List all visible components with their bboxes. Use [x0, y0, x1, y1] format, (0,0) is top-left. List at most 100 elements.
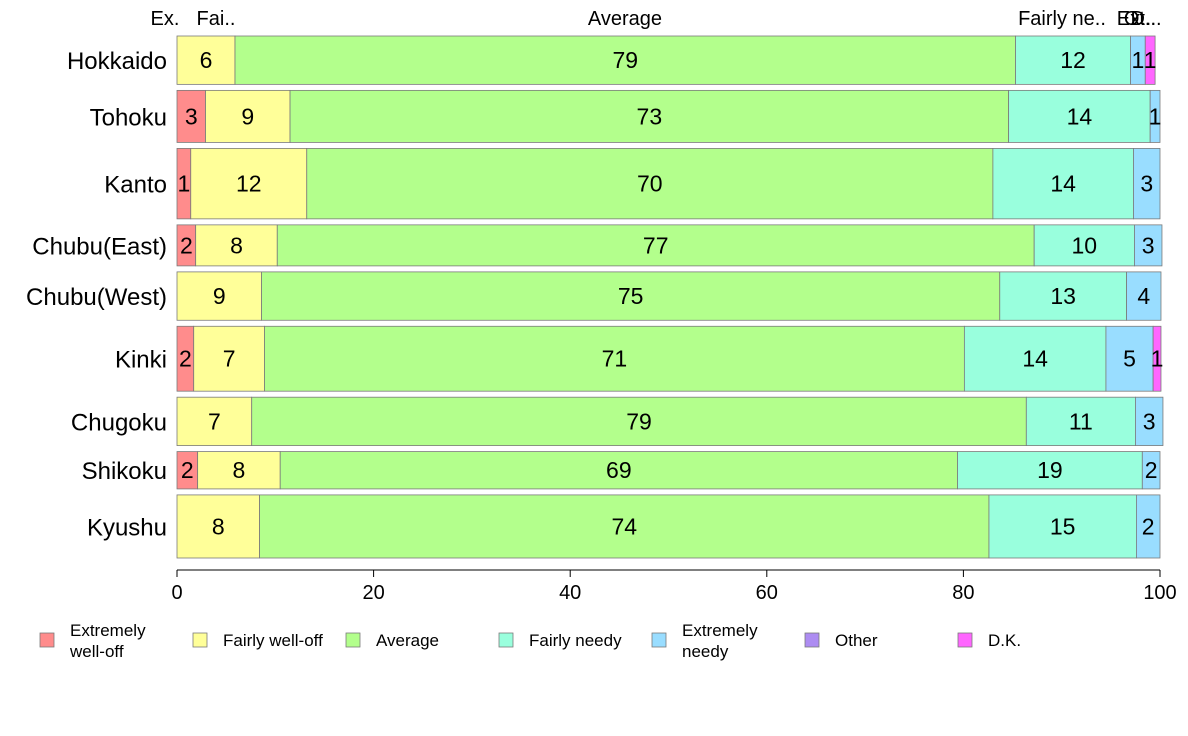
- data-label: 77: [643, 232, 669, 258]
- region-label: Kanto: [104, 172, 167, 199]
- bar-segment: [279, 451, 958, 490]
- data-label: 13: [1050, 283, 1076, 309]
- data-label: 9: [213, 283, 226, 309]
- bar-segment: [1134, 224, 1163, 267]
- legend-item: Other: [804, 631, 878, 650]
- data-label: 3: [1142, 232, 1155, 258]
- legend-item: D.K.: [957, 631, 1021, 650]
- region-label: Kyushu: [87, 514, 167, 541]
- data-label: 4: [1137, 283, 1150, 309]
- data-label: 7: [223, 346, 236, 372]
- bar-segment: [1126, 271, 1162, 321]
- bar-row: 3 9 73 14 1: [176, 89, 1162, 143]
- data-label: 1: [1151, 346, 1164, 372]
- data-label: 12: [236, 171, 262, 197]
- legend-label: Fairly needy: [529, 631, 622, 650]
- bar-segment: [1144, 35, 1156, 85]
- data-label: 15: [1050, 513, 1076, 539]
- data-label: 8: [212, 513, 225, 539]
- bar-segment: [1149, 89, 1161, 143]
- top-category-label: Ex.: [151, 8, 180, 30]
- bar-segment: [992, 148, 1134, 220]
- region-label: Hokkaido: [67, 48, 167, 75]
- data-label: 2: [1145, 457, 1158, 483]
- top-category-label: Fairly ne..: [1018, 8, 1106, 30]
- bar-segment: [190, 148, 308, 220]
- x-tick-label: 60: [756, 582, 778, 604]
- legend-label: Average: [376, 631, 439, 650]
- top-category-label: Average: [588, 8, 662, 30]
- region-label: Chubu(East): [32, 233, 167, 260]
- data-label: 1: [1131, 47, 1144, 73]
- data-label: 8: [233, 457, 246, 483]
- bar-segment: [251, 396, 1027, 446]
- data-label: 5: [1123, 346, 1136, 372]
- bar-row: 1 12 70 14 3: [176, 148, 1161, 220]
- bar-segment: [1152, 325, 1162, 392]
- top-category-labels: Ex. Fai.. Average Fairly ne.. Ex..Ot..D...: [151, 8, 1162, 30]
- bar-segment: [1008, 89, 1151, 143]
- top-category-label: Ot..: [1124, 8, 1156, 30]
- x-tick-label: 80: [952, 582, 974, 604]
- data-label: 3: [185, 103, 198, 129]
- legend-item: Fairly well-off: [192, 631, 323, 650]
- bar-segment: [176, 35, 236, 85]
- region-label: Chugoku: [71, 409, 167, 436]
- bar-segment: [957, 451, 1143, 490]
- bar-segment: [963, 325, 1107, 392]
- data-label: 9: [241, 103, 254, 129]
- legend-item: Average: [345, 631, 439, 650]
- data-label: 14: [1067, 103, 1093, 129]
- bar-segment: [306, 148, 994, 220]
- data-label: 3: [1140, 171, 1153, 197]
- data-label: 8: [230, 232, 243, 258]
- legend-label: Extremely needy: [682, 621, 758, 661]
- data-label: 1: [1149, 103, 1162, 129]
- legend-label: Fairly well-off: [223, 631, 323, 650]
- bar-segment: [261, 271, 1001, 321]
- x-tick-label: 100: [1143, 582, 1176, 604]
- bar-segment: [988, 494, 1137, 559]
- data-label: 2: [181, 457, 194, 483]
- bars: 6 79 12 1 13 9 73 14 11 12 70 14 32 8 77 10 39 75 13 42 7 71 1…: [176, 35, 1164, 559]
- top-category-label: Ex..: [1117, 8, 1151, 30]
- legend-item: Extremely well-off: [39, 621, 146, 661]
- bar-segment: [176, 494, 260, 559]
- data-label: 14: [1022, 346, 1048, 372]
- data-label: 7: [208, 408, 221, 434]
- bar-segment: [1025, 396, 1136, 446]
- legend-item: Extremely needy: [651, 621, 758, 661]
- bar-row: 2 8 69 19 2: [176, 451, 1161, 490]
- bar-segment: [195, 224, 278, 267]
- x-axis: 0 20 40 60 80 100: [171, 569, 1177, 604]
- data-label: 1: [177, 171, 190, 197]
- legend-label: D.K.: [988, 631, 1021, 650]
- legend-swatch: [39, 632, 55, 648]
- data-label: 12: [1060, 47, 1086, 73]
- legend-item: Fairly needy: [498, 631, 622, 650]
- legend-swatch: [192, 632, 208, 648]
- region-label: Shikoku: [82, 458, 167, 485]
- data-label: 69: [606, 457, 632, 483]
- region-labels: Hokkaido Tohoku Kanto Chubu(East) Chubu(West…: [26, 48, 167, 541]
- bar-segment: [197, 451, 281, 490]
- region-label: Chubu(West): [26, 284, 167, 311]
- data-label: 10: [1072, 232, 1098, 258]
- data-label: 75: [618, 283, 644, 309]
- legend-swatch: [345, 632, 361, 648]
- legend-label: Extremely well-off: [69, 621, 146, 661]
- bar-row: 6 79 12 1 1: [176, 35, 1157, 85]
- data-label: 79: [612, 47, 638, 73]
- data-label: 19: [1037, 457, 1063, 483]
- data-label: 74: [611, 513, 637, 539]
- bar-segment: [264, 325, 965, 392]
- data-label: 6: [200, 47, 213, 73]
- bar-row: 2 8 77 10 3: [176, 224, 1163, 267]
- data-label: 1: [1144, 47, 1157, 73]
- bar-segment: [999, 271, 1127, 321]
- legend-swatch: [651, 632, 667, 648]
- bar-row: 9 75 13 4: [176, 271, 1162, 321]
- bar-segment: [289, 89, 1010, 143]
- bar-segment: [1141, 451, 1161, 490]
